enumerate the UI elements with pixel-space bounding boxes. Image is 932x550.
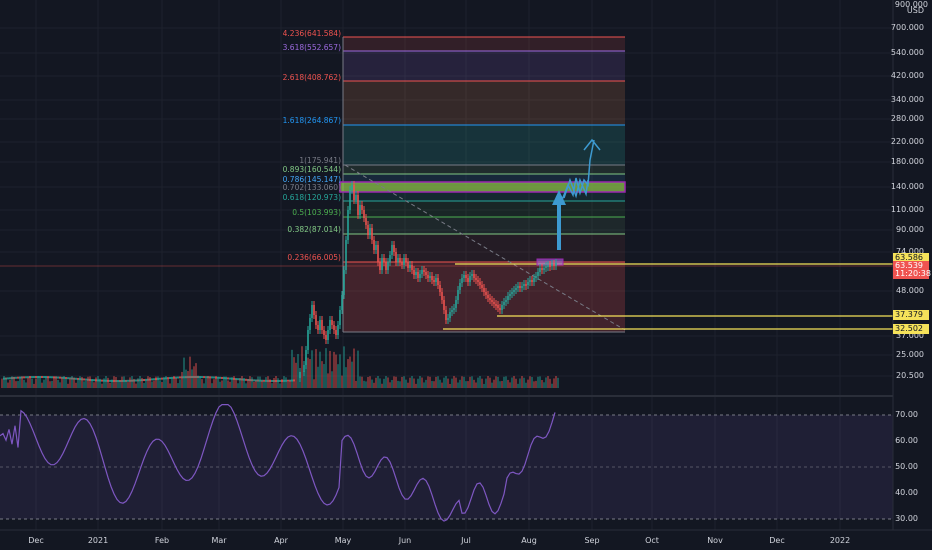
price-top-tick: 900.000 bbox=[894, 0, 928, 9]
price-tick: 25.000 bbox=[896, 350, 924, 359]
price-tick: 110.000 bbox=[890, 205, 924, 214]
volume-bars bbox=[1, 346, 559, 388]
rsi-tick: 40.00 bbox=[895, 488, 918, 497]
time-tick: 2021 bbox=[87, 536, 109, 545]
price-tag: 63.539 bbox=[893, 261, 929, 271]
fib-level-label: 4.236(641.584) bbox=[282, 29, 341, 38]
time-tick: Feb bbox=[154, 536, 170, 545]
fib-level-label: 0.618(120.973) bbox=[282, 193, 341, 202]
time-tick: Jun bbox=[398, 536, 412, 545]
time-tick: Dec bbox=[28, 536, 44, 545]
price-tick: 90.000 bbox=[896, 225, 924, 234]
price-tick: 280.000 bbox=[890, 114, 924, 123]
rsi-tick: 50.00 bbox=[895, 462, 918, 471]
fib-level-label: 1(175.941) bbox=[299, 156, 341, 165]
time-tick: Aug bbox=[521, 536, 537, 545]
projection-arrows[interactable] bbox=[552, 138, 601, 250]
fib-level-label: 0.236(66.005) bbox=[287, 253, 341, 262]
fib-0702-highlight[interactable] bbox=[339, 181, 626, 193]
time-tick: Oct bbox=[645, 536, 659, 545]
price-tick: 37.000 bbox=[896, 331, 924, 340]
time-tick: Jul bbox=[461, 536, 471, 545]
currency-label: USD bbox=[906, 6, 924, 15]
rsi-panel[interactable] bbox=[0, 404, 893, 522]
time-tick: Dec bbox=[769, 536, 785, 545]
price-tag: 63.586 bbox=[893, 253, 929, 263]
price-tick: 74.000 bbox=[896, 247, 924, 256]
rsi-tick: 70.00 bbox=[895, 410, 918, 419]
time-tick: May bbox=[334, 536, 352, 545]
fib-level-label: 0.382(87.014) bbox=[287, 225, 341, 234]
price-tick: 340.000 bbox=[890, 95, 924, 104]
fib-level-label: 1.618(264.867) bbox=[282, 116, 341, 125]
price-tick: 140.000 bbox=[890, 182, 924, 191]
time-tick: Sep bbox=[584, 536, 600, 545]
rsi-tick: 30.00 bbox=[895, 514, 918, 523]
time-tick: Apr bbox=[274, 536, 288, 545]
price-tick: 700.000 bbox=[890, 23, 924, 32]
support-lines[interactable] bbox=[0, 263, 893, 330]
rsi-tick: 60.00 bbox=[895, 436, 918, 445]
fib-level-label: 0.702(133.060) bbox=[282, 183, 341, 192]
price-tag: 32.502 bbox=[893, 324, 929, 334]
time-tick: Nov bbox=[707, 536, 723, 545]
time-tick: Mar bbox=[211, 536, 227, 545]
price-tick: 180.000 bbox=[890, 157, 924, 166]
price-tag: 11:20:38 bbox=[893, 269, 931, 279]
fib-level-label: 2.618(408.762) bbox=[282, 73, 341, 82]
price-tick: 48.000 bbox=[896, 286, 924, 295]
fib-level-label: 3.618(552.657) bbox=[282, 43, 341, 52]
fib-level-label: 0.786(145.147) bbox=[282, 175, 341, 184]
descending-trendline[interactable] bbox=[344, 164, 626, 331]
price-tick: 540.000 bbox=[890, 48, 924, 57]
price-tag: 37.379 bbox=[893, 310, 929, 320]
price-tick: 20.500 bbox=[896, 371, 924, 380]
fib-level-label: 0.5(103.993) bbox=[292, 208, 341, 217]
price-tick: 420.000 bbox=[890, 71, 924, 80]
price-tick: 220.000 bbox=[890, 137, 924, 146]
time-tick: 2022 bbox=[829, 536, 851, 545]
fib-level-label: 0.893(160.544) bbox=[282, 165, 341, 174]
